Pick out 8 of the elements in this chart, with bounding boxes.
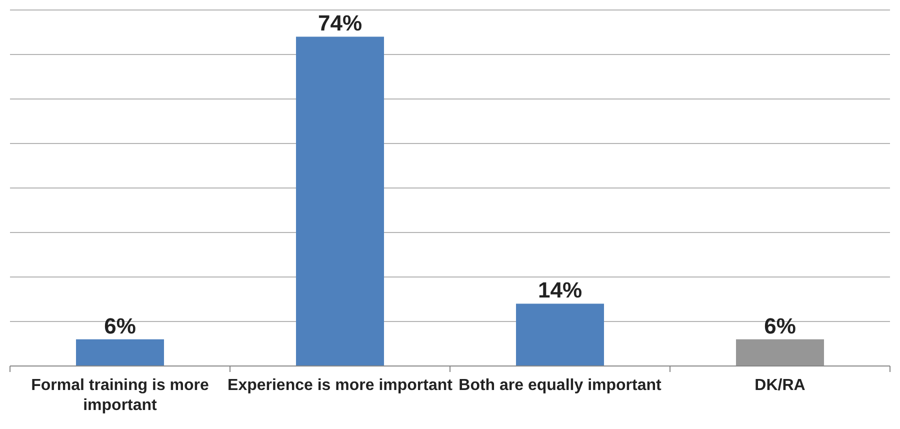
data-label: 14% <box>538 278 582 303</box>
data-label: 6% <box>104 313 136 338</box>
data-label: 6% <box>764 313 796 338</box>
data-label: 74% <box>318 10 362 36</box>
x-tick-label: Both are equally important <box>458 377 662 394</box>
x-tick-label: Experience is more important <box>228 377 454 394</box>
x-tick-label: Formal training is more important <box>31 377 210 414</box>
x-tick-label: DK/RA <box>754 377 806 394</box>
